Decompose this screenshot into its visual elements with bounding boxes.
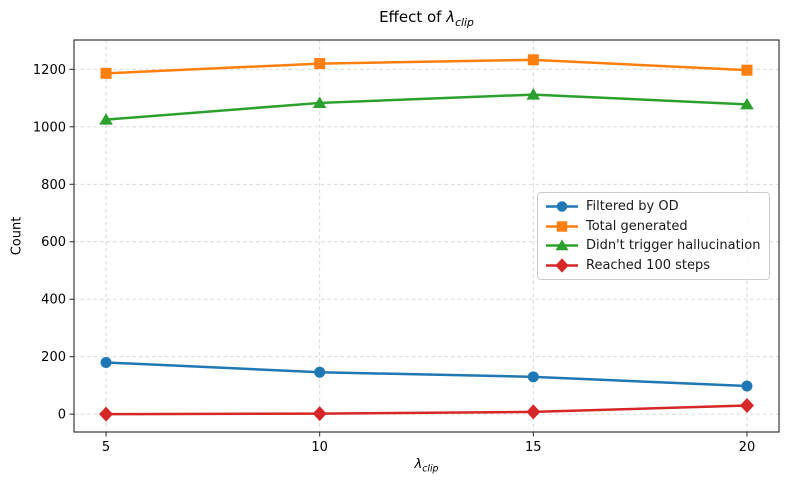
x-tick-label: 5 [102,440,110,455]
data-point-marker [99,113,113,125]
data-point-marker [312,406,327,422]
legend: Filtered by OD Total generated Didn't trig… [537,192,771,280]
legend-label: Didn't trigger hallucination [586,238,761,254]
data-point-marker [555,258,569,273]
legend-marker-triangle [546,239,578,251]
y-tick-label: 400 [41,293,66,308]
series-line-total-generated [104,58,749,75]
lambda-subscript: clip [455,16,474,29]
data-point-marker [556,221,568,232]
y-tick-label: 1200 [33,63,66,78]
lambda-subscript: clip [422,463,439,475]
data-point-marker [739,398,754,414]
legend-label: Reached 100 steps [586,257,711,273]
y-tick-label: 0 [58,408,66,423]
legend-item: Didn't trigger hallucination [545,236,760,256]
data-point-marker [314,366,326,378]
legend-marker-square [546,221,578,232]
data-point-marker [100,67,112,79]
series-line-didn-t-trigger-hallucination [104,93,749,121]
data-point-marker [740,97,754,110]
legend-marker-circle [546,201,578,212]
legend-item: Total generated [545,217,760,237]
chart-title: Effect of λclip [74,8,779,29]
data-point-marker [526,404,541,420]
data-point-marker [527,371,539,383]
data-point-marker [741,64,753,76]
x-tick-label: 15 [525,440,542,455]
x-tick-label: 10 [311,440,328,455]
y-tick-label: 600 [41,235,66,250]
data-point-marker [314,58,326,70]
lambda-symbol: λ [446,8,456,26]
data-point-marker [741,380,753,392]
series-line-reached-100-steps [104,404,749,416]
y-axis-label: Count [9,216,25,256]
axes-frame [73,39,780,433]
legend-marker-diamond [546,258,578,273]
data-point-marker [555,239,569,251]
data-point-marker [526,88,541,100]
series-line-filtered-by-od [104,361,749,388]
data-point-marker [99,406,114,422]
x-tick-label: 20 [739,440,756,455]
legend-label: Filtered by OD [586,199,679,215]
legend-label: Total generated [586,218,688,234]
data-point-marker [312,96,327,108]
chart-title-text: Effect of [379,8,447,26]
data-point-marker [527,54,539,66]
data-point-marker [556,201,568,212]
data-point-marker [100,356,112,368]
y-tick-label: 1000 [33,120,66,135]
y-tick-label: 200 [41,350,66,365]
legend-item: Reached 100 steps [545,256,760,276]
legend-item: Filtered by OD [545,197,760,217]
y-tick-label: 800 [41,178,66,193]
lambda-symbol: λ [414,457,423,472]
x-axis-label: λclip [74,457,779,475]
